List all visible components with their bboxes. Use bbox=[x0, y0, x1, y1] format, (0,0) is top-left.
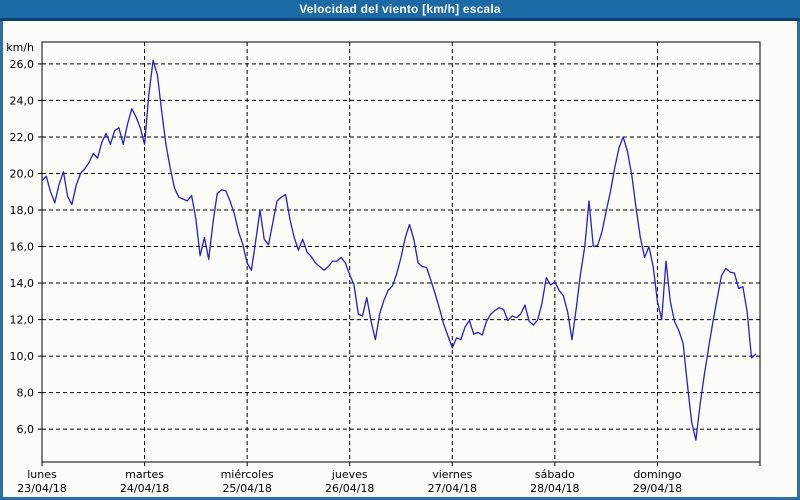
x-gridlines bbox=[42, 42, 760, 466]
y-tick-label: 12,0 bbox=[10, 314, 35, 327]
day-date-label: 24/04/18 bbox=[120, 482, 169, 495]
day-name-label: martes bbox=[125, 468, 164, 481]
day-name-label: lunes bbox=[27, 468, 57, 481]
x-axis-labels: lunes23/04/18 martes24/04/18 miércoles25/0… bbox=[17, 468, 682, 495]
y-tick-label: 6,0 bbox=[17, 423, 35, 436]
day-date-label: 26/04/18 bbox=[325, 482, 374, 495]
day-name-label: miércoles bbox=[221, 468, 274, 481]
day-name-label: jueves bbox=[331, 468, 368, 481]
wind-speed-window: Velocidad del viento [km/h] escala 26,02… bbox=[0, 0, 800, 500]
y-tick-label: 26,0 bbox=[10, 58, 35, 71]
day-date-label: 27/04/18 bbox=[428, 482, 477, 495]
day-date-label: 29/04/18 bbox=[633, 482, 682, 495]
y-tick-label: 22,0 bbox=[10, 131, 35, 144]
y-tick-label: 14,0 bbox=[10, 277, 35, 290]
wind-speed-series-line bbox=[42, 60, 756, 440]
day-date-label: 25/04/18 bbox=[222, 482, 271, 495]
y-tick-label: 10,0 bbox=[10, 350, 35, 363]
day-name-label: sábado bbox=[535, 468, 575, 481]
y-axis-labels: 26,0 24,0 22,0 20,0 18,0 16,0 14,0 12,0 10,0 8,0 6… bbox=[6, 41, 34, 436]
y-axis-unit-label: km/h bbox=[6, 41, 34, 54]
y-tick-label: 16,0 bbox=[10, 241, 35, 254]
day-name-label: viernes bbox=[432, 468, 472, 481]
window-title: Velocidad del viento [km/h] escala bbox=[299, 2, 501, 16]
y-tick-label: 8,0 bbox=[17, 387, 35, 400]
plot-border bbox=[42, 42, 760, 462]
y-tick-label: 18,0 bbox=[10, 204, 35, 217]
wind-speed-chart: 26,0 24,0 22,0 20,0 18,0 16,0 14,0 12,0 10,0 8,0 6… bbox=[0, 21, 800, 500]
day-date-label: 23/04/18 bbox=[17, 482, 66, 495]
day-name-label: domingo bbox=[633, 468, 681, 481]
y-tick-label: 24,0 bbox=[10, 94, 35, 107]
window-titlebar: Velocidad del viento [km/h] escala bbox=[0, 0, 800, 21]
day-date-label: 28/04/18 bbox=[530, 482, 579, 495]
y-tick-label: 20,0 bbox=[10, 167, 35, 180]
